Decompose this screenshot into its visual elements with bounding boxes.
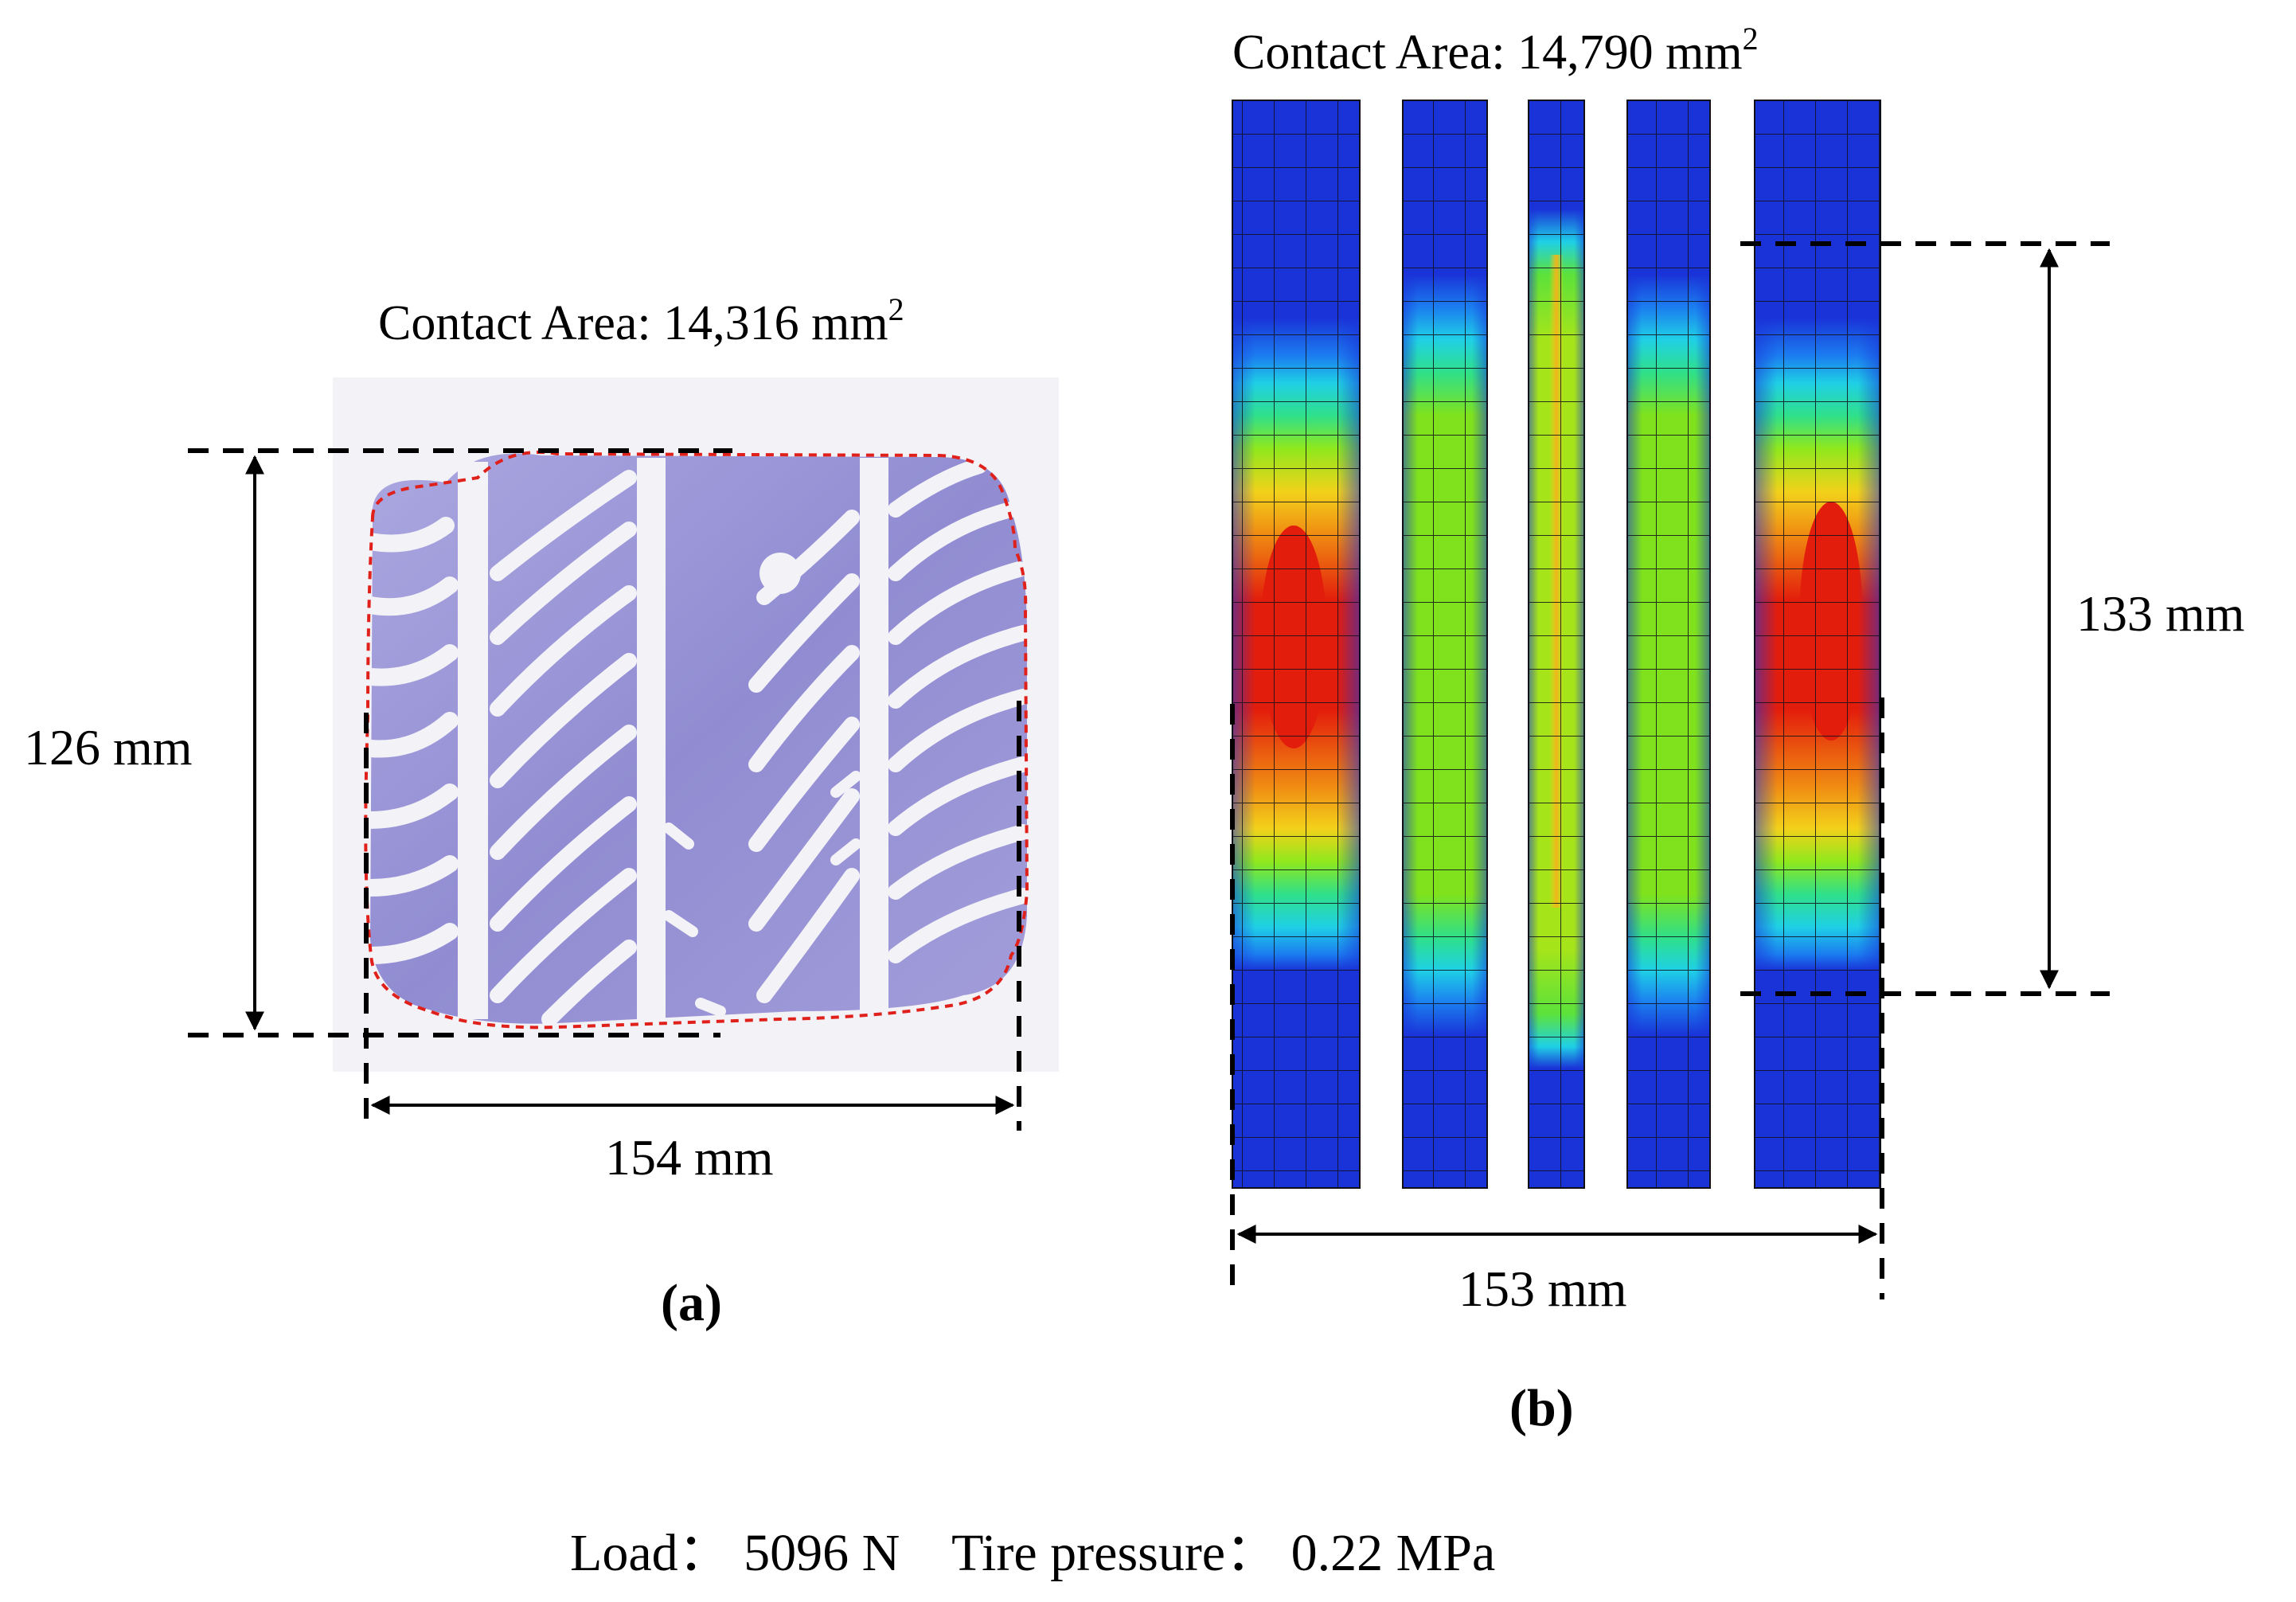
rib-left-middle xyxy=(1402,100,1488,1189)
test-conditions: Load： 5096 N Tire pressure： 0.22 MPa xyxy=(570,1524,1495,1582)
rib-right-middle xyxy=(1626,100,1711,1189)
caption-b: (b) xyxy=(1509,1379,1574,1437)
height-label-a: 126 mm xyxy=(24,719,193,776)
caption-a: (a) xyxy=(661,1274,722,1332)
rib-right-shoulder xyxy=(1754,100,1881,1189)
panel-b: Contact Area: 14,790 mm2 xyxy=(1230,21,2245,1437)
width-dimension-b xyxy=(1230,697,1884,1299)
height-dimension-a xyxy=(188,448,732,1037)
panel-b-contact-area-label: Contact Area: 14,790 mm2 xyxy=(1232,21,1759,80)
height-label-b: 133 mm xyxy=(2076,585,2245,642)
width-dimension-a xyxy=(364,701,1021,1131)
contact-outline xyxy=(364,451,1029,1030)
tire-ink-footprint xyxy=(361,453,1031,1027)
rib-left-shoulder xyxy=(1232,100,1361,1189)
panel-a-contact-area-label: Contact Area: 14,316 mm2 xyxy=(378,291,904,350)
rib-center xyxy=(1528,100,1585,1189)
width-label-b: 153 mm xyxy=(1458,1260,1627,1317)
height-dimension-b xyxy=(1740,241,2110,996)
panel-a: Contact Area: 14,316 mm2 xyxy=(24,291,1059,1332)
width-label-a: 154 mm xyxy=(605,1129,774,1186)
fe-contact-pressure-contour xyxy=(1232,100,1881,1189)
